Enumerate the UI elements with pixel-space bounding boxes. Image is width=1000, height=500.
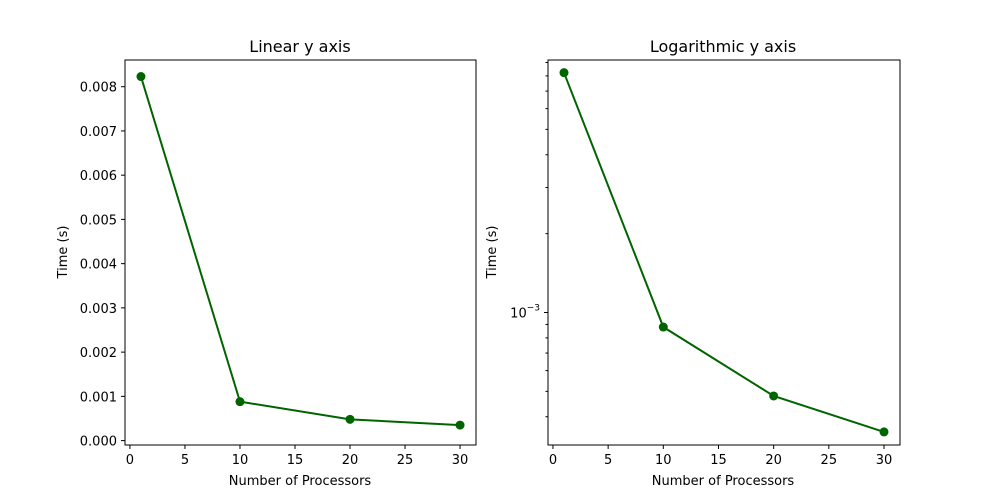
y-tick-label: 10−3 [510,303,540,321]
y-axis-label: Time (s) [485,226,500,280]
x-tick-label: 20 [765,453,782,468]
y-tick-label: 0.005 [80,213,117,228]
plot-area-frame [124,59,477,446]
y-tick-label: 0.007 [80,125,117,140]
x-tick-label: 5 [604,453,612,468]
y-tick-label: 0.003 [80,302,117,317]
y-tick-label: 0.004 [80,258,117,273]
log-chart-panel: Logarithmic y axis Number of Processors … [485,37,901,489]
data-point [345,414,355,424]
x-tick-label: 10 [232,453,249,468]
x-tick-label: 30 [452,453,469,468]
series-line [139,76,461,427]
data-point [658,322,668,332]
x-tick-label: 0 [126,453,134,468]
x-tick-label: 5 [181,453,189,468]
y-axis-label: Time (s) [56,226,71,280]
y-tick-label: 0.008 [80,81,117,96]
y-tick-label: 0.001 [80,390,117,405]
data-point [769,391,779,401]
x-tick-label: 25 [821,453,838,468]
chart-title: Logarithmic y axis [650,37,796,56]
x-tick-label: 15 [287,453,304,468]
y-tick-label: 0.000 [80,435,117,450]
x-tick-label: 20 [342,453,359,468]
x-axis-label: Number of Processors [229,474,372,489]
data-point [136,72,146,82]
x-tick-label: 0 [549,453,557,468]
series-line [563,72,885,433]
data-point [879,427,889,437]
linear-chart-panel: Linear y axis Number of Processors Time … [56,37,477,489]
data-point [455,420,465,430]
data-point [235,397,245,407]
chart-title: Linear y axis [249,37,350,56]
x-tick-label: 30 [876,453,893,468]
x-tick-label: 10 [655,453,672,468]
data-point [559,68,569,78]
x-tick-label: 25 [397,453,414,468]
plot-area-frame [547,59,901,446]
x-axis-label: Number of Processors [652,474,795,489]
x-tick-label: 15 [710,453,727,468]
y-tick-label: 0.002 [80,346,117,361]
y-tick-label: 0.006 [80,169,117,184]
